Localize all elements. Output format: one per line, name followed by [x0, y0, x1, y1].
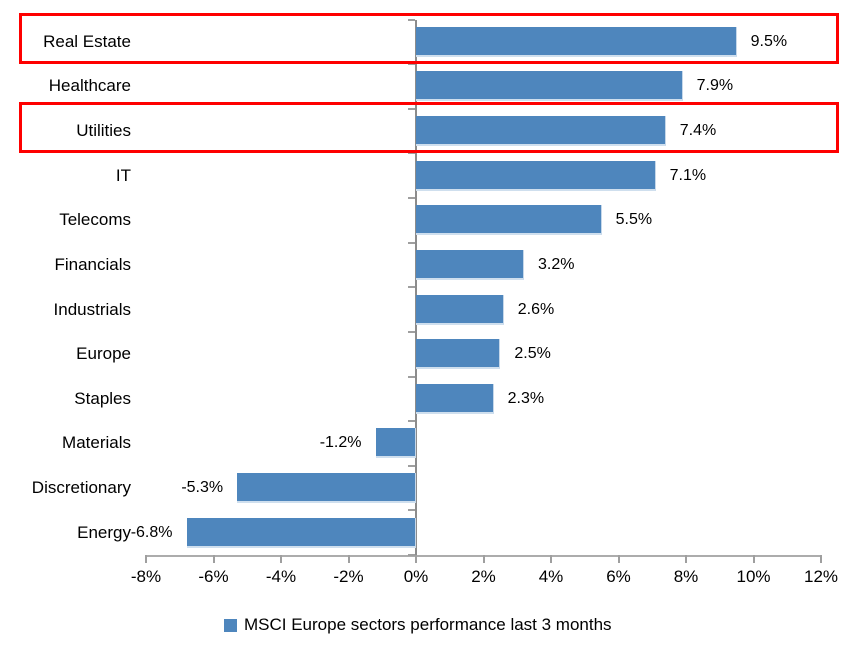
x-axis-tick-label: -4%: [265, 567, 297, 586]
bar: [186, 517, 416, 548]
category-label: Industrials: [53, 299, 131, 319]
x-axis-tick-label: 12%: [803, 567, 839, 586]
legend-series-marker-icon: [224, 618, 237, 632]
bar-value-label: -1.2%: [319, 434, 362, 452]
x-axis-tick-label: 2%: [471, 567, 496, 586]
bar-value-label: -5.3%: [181, 479, 224, 497]
category-axis-tick: [408, 197, 415, 199]
category-axis-tick: [408, 554, 415, 556]
category-axis-tick: [408, 509, 415, 512]
x-axis-tick-label: 4%: [538, 567, 564, 586]
x-axis-tick: [617, 555, 620, 563]
highlight-box-utilities: [19, 101, 839, 154]
legend-series-label: MSCI Europe sectors performance last 3 m…: [244, 615, 612, 634]
category-axis-tick: [408, 330, 415, 333]
x-axis-tick: [820, 555, 822, 563]
bar: [416, 205, 602, 236]
category-axis-tick: [408, 464, 415, 467]
category-label: Utilities: [76, 121, 131, 141]
bar: [237, 473, 416, 504]
bar: [416, 339, 501, 370]
x-axis-tick: [752, 555, 755, 563]
category-label: Telecoms: [59, 210, 131, 230]
x-axis-tick-label: 0%: [403, 567, 429, 586]
bar: [416, 71, 683, 102]
category-label: Real Estate: [43, 31, 131, 51]
category-axis-tick: [408, 107, 415, 110]
bar: [416, 160, 656, 191]
category-axis-tick: [408, 375, 415, 378]
x-axis-tick: [212, 555, 215, 563]
bar-value-label: 2.5%: [514, 345, 551, 363]
category-label: Financials: [54, 254, 131, 274]
bar: [416, 383, 494, 414]
bar-value-label: 3.2%: [538, 255, 575, 273]
category-axis-tick: [408, 286, 415, 289]
bar: [416, 116, 666, 147]
x-axis-tick-label: -2%: [333, 567, 364, 586]
category-axis-tick: [408, 18, 415, 21]
x-axis-tick: [685, 555, 687, 563]
x-axis-tick: [347, 555, 350, 563]
category-label: Energy: [77, 522, 131, 542]
x-axis-tick-label: -8%: [130, 567, 162, 586]
highlight-box-real-estate: [19, 12, 839, 65]
bar-value-label: 2.3%: [507, 389, 545, 407]
category-label: Healthcare: [48, 76, 131, 96]
x-axis-tick: [482, 555, 485, 563]
bar: [416, 294, 504, 325]
category-label: Materials: [62, 433, 131, 453]
x-axis-tick-label: 6%: [606, 567, 631, 586]
category-axis-tick: [408, 241, 415, 244]
category-axis-line: [415, 19, 417, 555]
chart-legend: MSCI Europe sectors performance last 3 m…: [224, 612, 612, 638]
x-axis-tick: [550, 555, 552, 563]
bar: [416, 249, 524, 280]
x-axis-tick-label: 10%: [736, 567, 771, 586]
bar-value-label: 9.5%: [750, 32, 788, 50]
x-axis-tick: [415, 555, 417, 563]
category-label: Europe: [76, 344, 131, 364]
bar-value-label: 7.4%: [679, 122, 717, 140]
x-axis-tick-label: -6%: [198, 567, 229, 586]
bar: [375, 428, 416, 459]
x-axis-tick: [145, 555, 147, 563]
category-axis-tick: [408, 63, 415, 66]
category-axis-tick: [408, 420, 415, 423]
category-axis-tick: [408, 152, 415, 155]
x-axis-tick-label: 8%: [673, 567, 699, 586]
bar-value-label: 7.1%: [669, 166, 707, 184]
bar-value-label: -6.8%: [130, 523, 173, 541]
bar-value-label: 5.5%: [615, 211, 653, 229]
category-label: Staples: [74, 388, 131, 408]
bar: [416, 26, 737, 57]
x-axis-tick: [280, 555, 282, 563]
bar-value-label: 7.9%: [696, 77, 734, 95]
category-label: IT: [115, 165, 131, 185]
category-label: Discretionary: [31, 478, 131, 498]
bar-value-label: 2.6%: [517, 300, 555, 318]
